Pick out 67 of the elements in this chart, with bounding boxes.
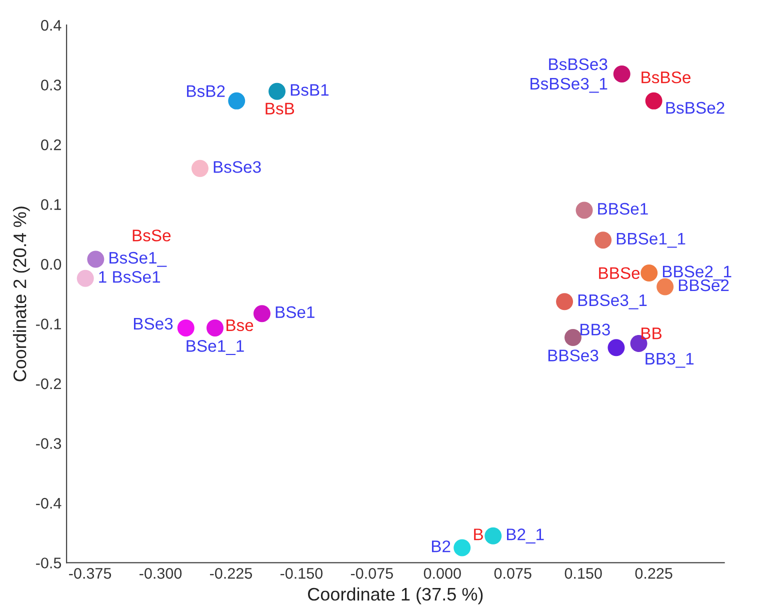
point: [484, 527, 502, 544]
annotation: BSe1_1: [186, 340, 244, 356]
x-tick-label: 0.000: [424, 568, 461, 579]
annotation: B: [474, 528, 483, 540]
point: [640, 264, 658, 282]
annotation: 1 BsSe1: [99, 271, 160, 283]
x-tick-label: 0.075: [494, 568, 532, 579]
annotation: BsBSe3_1: [530, 78, 608, 93]
annotation: BSe3: [134, 318, 173, 330]
annotation: BBSe1_1: [616, 232, 686, 248]
annotation: BsB: [266, 102, 294, 114]
annotation: BB: [642, 328, 662, 340]
annotation: BSe1: [276, 306, 314, 318]
y-tick-label: 0.3: [41, 80, 62, 90]
annotation: BsSe3: [214, 161, 261, 173]
annotation: BsBSe3: [549, 58, 608, 70]
x-tick-label: -0.075: [350, 568, 393, 579]
annotation: B2: [432, 540, 450, 552]
annotation: BBSe3_1: [578, 294, 647, 310]
point: [87, 250, 104, 268]
point: [253, 305, 270, 322]
point: [594, 232, 612, 249]
annotation: BsSe1_: [110, 252, 167, 267]
annotation: B2_1: [507, 528, 544, 544]
annotation: BsSe: [132, 230, 171, 242]
y-tick-label: -0.1: [36, 318, 61, 330]
annotation: BB3_1: [646, 352, 694, 368]
y-tick-label: 0.4: [41, 20, 62, 31]
point: [564, 329, 582, 346]
point: [576, 202, 593, 219]
point: [608, 339, 625, 356]
x-tick-label: 0.225: [635, 568, 672, 579]
y-axis-title: Coordinate 2 (20.4 %): [12, 206, 30, 382]
y-tick-label: -0.2: [36, 378, 61, 390]
annotation: BsB1: [290, 84, 329, 96]
annotation: BsB2: [187, 85, 225, 98]
annotation: BBSe: [599, 267, 640, 280]
y-tick-label: -0.4: [36, 498, 62, 509]
point: [228, 92, 246, 110]
y-tick-label: 0.2: [41, 139, 61, 150]
point: [454, 539, 471, 556]
x-tick-label: -0.300: [140, 568, 182, 579]
point: [268, 82, 286, 100]
annotation: BsBSe: [642, 71, 690, 84]
annotation: BBSe2_1: [662, 266, 732, 281]
y-tick-label: -0.3: [36, 438, 62, 449]
x-axis-title: Coordinate 1 (37.5 %): [308, 587, 483, 604]
point: [177, 319, 194, 336]
annotation: BBSe3: [548, 350, 598, 362]
x-tick-label: -0.225: [210, 568, 252, 579]
x-tick-label: -0.150: [280, 568, 323, 579]
y-tick-label: 0.1: [41, 199, 61, 210]
annotation: BsBSe2: [666, 102, 724, 114]
point: [191, 160, 208, 177]
x-tick-label: 0.150: [564, 568, 602, 579]
point: [206, 319, 224, 336]
point: [556, 293, 574, 310]
annotation: BB3: [580, 324, 610, 336]
x-tick-label: -0.375: [69, 568, 112, 579]
point: [613, 66, 630, 83]
y-tick-label: -0.5: [36, 558, 62, 568]
point: [76, 270, 94, 287]
point: [645, 92, 662, 110]
annotation: Bse: [226, 320, 254, 332]
annotation: BBSe1: [598, 202, 648, 215]
y-tick-label: 0.0: [41, 258, 62, 270]
annotation: BBSe2: [678, 279, 729, 292]
